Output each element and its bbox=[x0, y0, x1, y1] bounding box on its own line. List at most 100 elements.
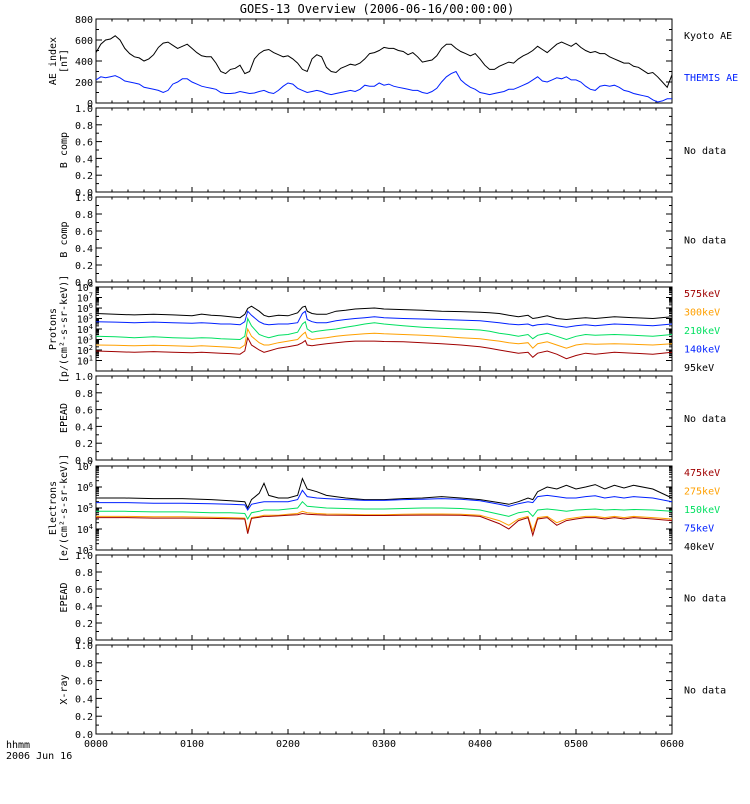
no-data-label: No data bbox=[684, 594, 726, 605]
y-axis-label: EPEAD bbox=[59, 582, 70, 612]
series-line-210kev bbox=[95, 316, 673, 341]
y-tick-exponent: 6 bbox=[89, 302, 93, 310]
panel-frame bbox=[95, 18, 673, 104]
x-tick-label: 0400 bbox=[468, 739, 492, 750]
x-tick-label: 0200 bbox=[276, 739, 300, 750]
series-line-150kev bbox=[96, 500, 673, 521]
y-tick-label: 0.8 bbox=[75, 659, 93, 670]
y-tick-label: 0.0 bbox=[75, 636, 93, 647]
y-tick-label: 0.6 bbox=[75, 677, 93, 688]
legend-label: Kyoto AE bbox=[684, 31, 732, 42]
y-tick-label: 0.2 bbox=[75, 619, 93, 630]
y-tick-exponent: 6 bbox=[89, 481, 93, 489]
y-tick-label: 0.8 bbox=[75, 121, 93, 132]
y-axis-label: Protons bbox=[48, 308, 59, 350]
series-line-275kev bbox=[96, 510, 673, 533]
panel-2: 0.0 0.2 0.4 0.6 0.8 1.0 B comp No data bbox=[59, 104, 726, 199]
y-tick-label: 0.8 bbox=[75, 389, 93, 400]
y-axis-label: X-ray bbox=[59, 674, 70, 704]
y-tick-label: 0.0 bbox=[75, 278, 93, 289]
series-line-475kev bbox=[96, 512, 673, 538]
y-tick-label: 106 bbox=[77, 481, 93, 494]
y-tick-label: 0.8 bbox=[75, 568, 93, 579]
y-tick-exponent: 1 bbox=[89, 355, 93, 363]
y-axis-label: B comp bbox=[59, 132, 70, 168]
legend-label: 275keV bbox=[684, 487, 720, 498]
y-tick-exponent: 3 bbox=[89, 334, 93, 342]
y-tick-label: 0.2 bbox=[75, 712, 93, 723]
no-data-label: No data bbox=[684, 236, 726, 247]
y-tick-exponent: 2 bbox=[89, 344, 93, 352]
legend-label: 210keV bbox=[684, 326, 720, 337]
legend-label: 475keV bbox=[684, 468, 720, 479]
panel-3: 0.0 0.2 0.4 0.6 0.8 1.0 B comp No data bbox=[59, 193, 726, 289]
y-tick-label: 1.0 bbox=[75, 193, 93, 204]
series-line-40kev bbox=[96, 477, 673, 510]
series-line-95kev bbox=[95, 305, 673, 321]
y-tick-label: 0 bbox=[87, 99, 93, 110]
x-tick-label: 0500 bbox=[564, 739, 588, 750]
y-tick-label: 400 bbox=[75, 57, 93, 68]
no-data-label: No data bbox=[684, 414, 726, 425]
legend-label: 150keV bbox=[684, 505, 720, 516]
series-line-75kev bbox=[96, 489, 673, 511]
y-tick-label: 0.6 bbox=[75, 138, 93, 149]
series-line-kyoto-ae bbox=[95, 35, 673, 89]
series-line-140kev bbox=[95, 310, 673, 328]
y-axis-label: EPEAD bbox=[59, 403, 70, 433]
y-tick-label: 1.0 bbox=[75, 372, 93, 383]
y-tick-label: 0.6 bbox=[75, 406, 93, 417]
y-tick-label: 0.0 bbox=[75, 456, 93, 467]
y-tick-exponent: 7 bbox=[89, 292, 93, 300]
series-line-300kev bbox=[95, 327, 673, 349]
x-tick-label: 0100 bbox=[180, 739, 204, 750]
series-line-themis-ae bbox=[95, 70, 672, 103]
panel-frame bbox=[95, 644, 673, 735]
x-tick-label: 0300 bbox=[372, 739, 396, 750]
panel-frame bbox=[95, 554, 673, 641]
y-tick-label: 107 bbox=[77, 460, 93, 473]
y-tick-label: 0.4 bbox=[75, 694, 93, 705]
legend-label: THEMIS AE bbox=[684, 73, 738, 84]
no-data-label: No data bbox=[684, 686, 726, 697]
legend-label: 40keV bbox=[684, 542, 714, 553]
y-tick-label: 200 bbox=[75, 78, 93, 89]
y-axis-label: [nT] bbox=[59, 49, 70, 73]
y-tick-label: 1.0 bbox=[75, 641, 93, 652]
y-tick-label: 0.6 bbox=[75, 227, 93, 238]
panel-frame bbox=[95, 286, 673, 372]
y-tick-label: 1.0 bbox=[75, 104, 93, 115]
y-tick-label: 600 bbox=[75, 36, 93, 47]
panel-frame bbox=[95, 375, 673, 461]
y-tick-label: 0.6 bbox=[75, 585, 93, 596]
panel-8: 0.0 0.2 0.4 0.6 0.8 1.0 X-ray No data bbox=[59, 641, 726, 741]
y-tick-exponent: 5 bbox=[89, 502, 93, 510]
x-tick-label: 0000 bbox=[84, 739, 108, 750]
panel-1: 0 200 400 600 800 AE index [nT] Kyoto AE THEMIS … bbox=[48, 15, 738, 110]
panel-frame bbox=[95, 196, 673, 283]
y-tick-exponent: 3 bbox=[89, 544, 93, 552]
y-tick-label: 0.4 bbox=[75, 422, 93, 433]
y-tick-label: 0.8 bbox=[75, 210, 93, 221]
x-axis-label-date: 2006 Jun 16 bbox=[6, 751, 72, 762]
legend-label: 95keV bbox=[684, 363, 714, 374]
y-tick-label: 0.4 bbox=[75, 602, 93, 613]
panel-5: 0.0 0.2 0.4 0.6 0.8 1.0 EPEAD No data bbox=[59, 372, 726, 467]
figure-title: GOES-13 Overview (2006-06-16/00:00:00) bbox=[240, 2, 515, 16]
panel-7: 0.0 0.2 0.4 0.6 0.8 1.0 EPEAD No data bbox=[59, 551, 726, 647]
y-tick-label: 1.0 bbox=[75, 551, 93, 562]
x-axis-label-hhmm: hhmm bbox=[6, 740, 30, 751]
y-axis-label: [e/(cm²-s-sr-keV)] bbox=[59, 454, 70, 562]
y-tick-label: 0.2 bbox=[75, 261, 93, 272]
legend-label: 300keV bbox=[684, 308, 720, 319]
panel-frame bbox=[95, 465, 673, 551]
legend-label: 75keV bbox=[684, 524, 714, 535]
y-tick-label: 104 bbox=[77, 523, 93, 536]
x-tick-label: 0600 bbox=[660, 739, 684, 750]
y-tick-exponent: 5 bbox=[89, 313, 93, 321]
